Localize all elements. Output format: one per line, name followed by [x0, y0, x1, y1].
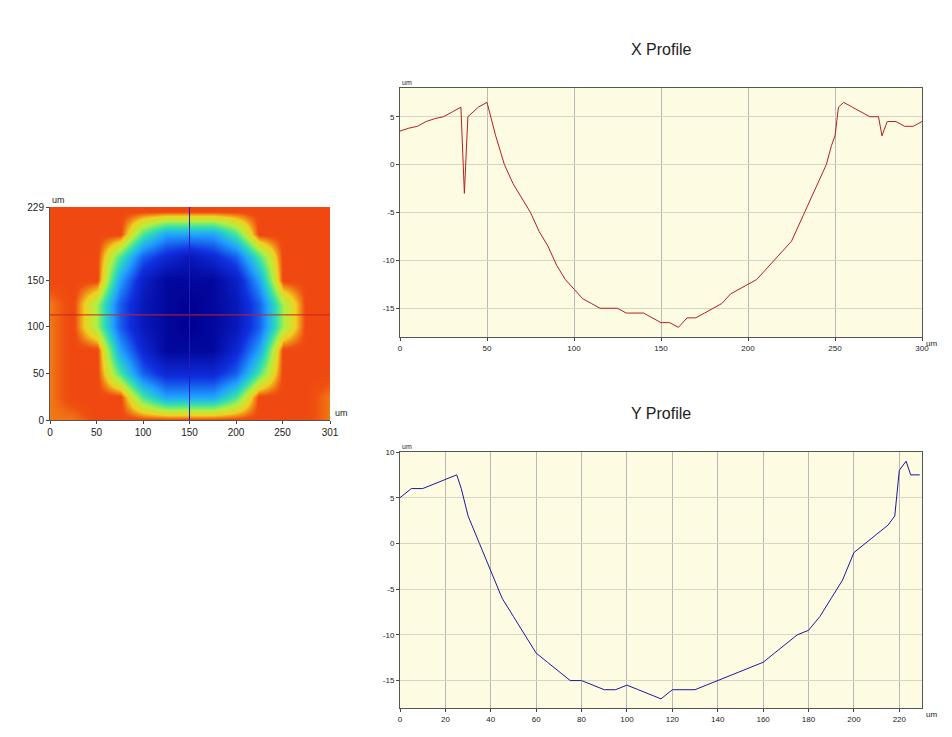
svg-text:-5: -5 — [387, 585, 395, 594]
svg-text:150: 150 — [654, 344, 668, 353]
svg-text:180: 180 — [802, 715, 816, 724]
svg-text:100: 100 — [620, 715, 634, 724]
svg-text:um: um — [52, 195, 65, 205]
svg-text:160: 160 — [756, 715, 770, 724]
svg-text:-5: -5 — [387, 208, 395, 217]
svg-text:-15: -15 — [383, 304, 395, 313]
svg-text:5: 5 — [390, 113, 395, 122]
svg-text:20: 20 — [441, 715, 450, 724]
svg-text:60: 60 — [532, 715, 541, 724]
svg-text:150: 150 — [181, 427, 198, 438]
svg-text:50: 50 — [483, 344, 492, 353]
svg-text:50: 50 — [33, 368, 45, 379]
svg-text:229: 229 — [27, 202, 44, 213]
svg-text:Y Profile: Y Profile — [631, 405, 691, 422]
svg-text:0: 0 — [398, 715, 403, 724]
svg-text:100: 100 — [567, 344, 581, 353]
svg-text:80: 80 — [577, 715, 586, 724]
svg-text:um: um — [926, 710, 937, 719]
svg-text:40: 40 — [486, 715, 495, 724]
svg-text:150: 150 — [27, 275, 44, 286]
svg-text:-10: -10 — [383, 631, 395, 640]
svg-text:um: um — [335, 408, 348, 418]
svg-text:0: 0 — [390, 160, 395, 169]
svg-text:um: um — [402, 79, 412, 86]
svg-text:50: 50 — [91, 427, 103, 438]
svg-text:-10: -10 — [383, 256, 395, 265]
svg-text:5: 5 — [390, 494, 395, 503]
svg-text:250: 250 — [828, 344, 842, 353]
svg-text:120: 120 — [666, 715, 680, 724]
svg-text:X Profile: X Profile — [631, 41, 692, 58]
svg-text:um: um — [926, 339, 937, 348]
svg-text:-15: -15 — [383, 676, 395, 685]
svg-text:um: um — [402, 443, 412, 450]
svg-text:10: 10 — [385, 448, 394, 457]
svg-text:301: 301 — [322, 427, 339, 438]
svg-text:0: 0 — [47, 427, 53, 438]
svg-text:100: 100 — [27, 321, 44, 332]
svg-text:0: 0 — [38, 415, 44, 426]
svg-text:100: 100 — [135, 427, 152, 438]
svg-text:0: 0 — [398, 344, 403, 353]
svg-text:200: 200 — [228, 427, 245, 438]
svg-text:0: 0 — [390, 539, 395, 548]
svg-text:200: 200 — [847, 715, 861, 724]
svg-text:200: 200 — [741, 344, 755, 353]
svg-text:300: 300 — [915, 344, 929, 353]
svg-text:250: 250 — [274, 427, 291, 438]
svg-text:140: 140 — [711, 715, 725, 724]
svg-text:220: 220 — [893, 715, 907, 724]
